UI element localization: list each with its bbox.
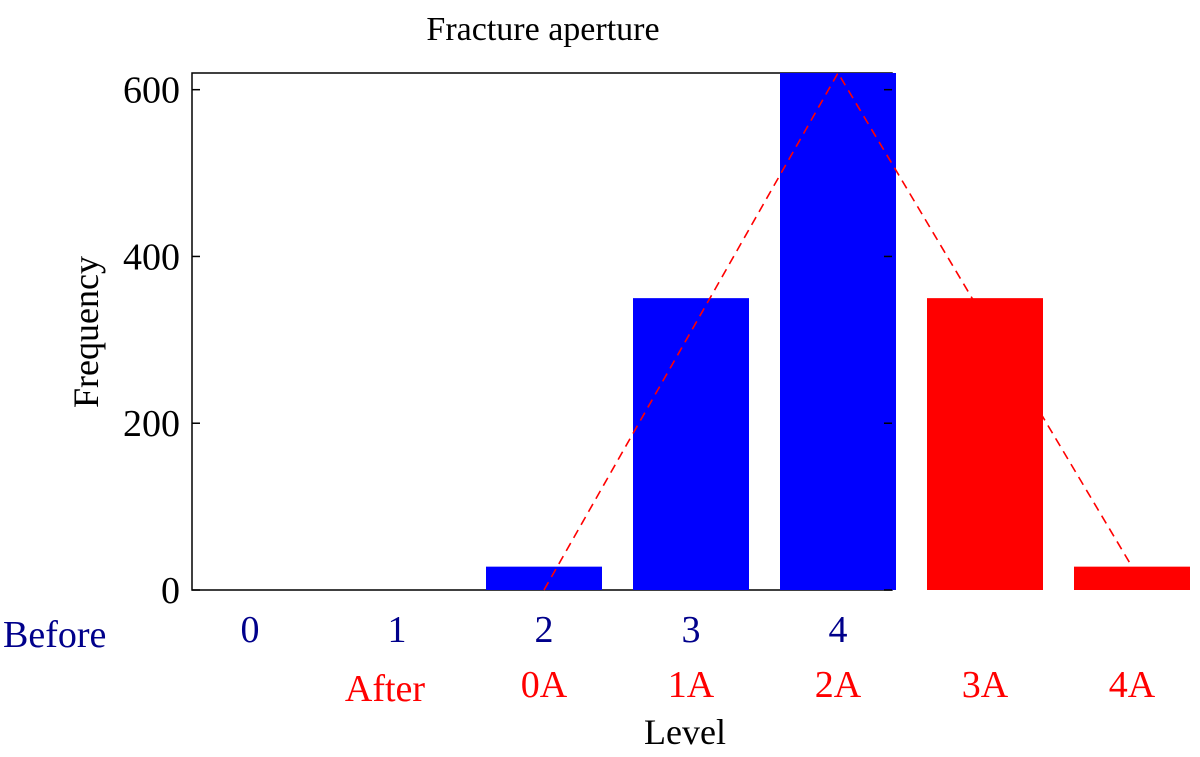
after-row-label: After [345,668,426,710]
bar-before [633,298,749,590]
trend-line [543,71,1133,591]
x-tick-label-before: 4 [829,609,848,651]
x-tick-label-after: 3A [962,664,1009,706]
y-tick-label: 600 [123,70,180,112]
bar-before [780,73,896,590]
before-row-label: Before [3,614,106,656]
x-tick-label-before: 1 [388,609,407,651]
bar-after [1074,566,1190,590]
y-axis-label: Frequency [66,256,106,408]
y-tick-label: 0 [161,570,180,612]
x-tick-label-after: 1A [668,664,715,706]
x-tick-label-before: 0 [241,609,260,651]
trend-line-group [543,71,1133,591]
bar-after [927,298,1043,590]
y-axis: 0 200 400 600 [123,70,892,612]
x-axis-categories: 0 1 2 3 4 0A 1A 2A 3A 4A [241,609,1156,706]
x-tick-label-before: 3 [682,609,701,651]
bars [486,73,1190,590]
x-tick-label-after: 0A [521,664,568,706]
x-tick-label-before: 2 [535,609,554,651]
y-tick-label: 400 [123,236,180,278]
y-tick-label: 200 [123,403,180,445]
x-tick-label-after: 2A [815,664,862,706]
x-tick-label-after: 4A [1109,664,1156,706]
chart-title: Fracture aperture [426,11,659,48]
x-axis-label: Level [644,712,726,752]
bar-before [486,566,602,590]
